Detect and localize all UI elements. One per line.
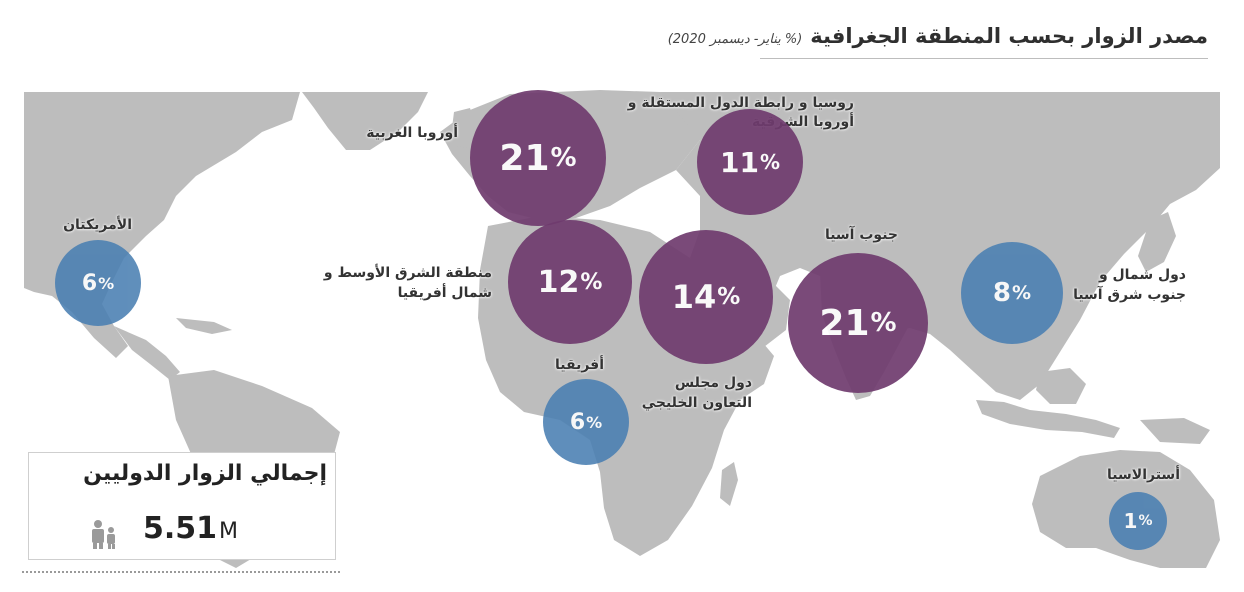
land-caribbean xyxy=(176,318,232,334)
label-gcc-line1: دول مجلس xyxy=(674,375,752,391)
land-greenland xyxy=(302,92,428,150)
bubble-value-mena: 12 xyxy=(537,264,580,300)
bubble-unit-africa: % xyxy=(586,412,603,432)
total-visitors-value: 5.51M xyxy=(143,511,238,546)
chart-subtitle: (% يناير- ديسمبر 2020) xyxy=(667,32,803,47)
land-japan xyxy=(1138,212,1176,272)
label-mena-line2: شمال أفريقيا xyxy=(397,285,492,301)
bubble-unit-south-asia: % xyxy=(870,308,897,338)
land-indonesia xyxy=(976,400,1120,438)
label-gcc-line2: التعاون الخليجي xyxy=(641,395,752,411)
total-box-underline xyxy=(22,566,340,573)
label-south-asia: جنوب آسيا xyxy=(824,227,898,243)
bubble-unit-ne-se-asia: % xyxy=(1012,282,1032,304)
land-uk xyxy=(452,108,476,148)
bubble-mena: 12% xyxy=(508,220,632,344)
total-visitors-number: 5.51 xyxy=(143,511,218,546)
bubble-unit-western-europe: % xyxy=(550,143,577,173)
bubble-value-gcc: 14 xyxy=(671,278,717,316)
bubble-value-australasia: 1 xyxy=(1123,509,1138,533)
bubble-unit-americas: % xyxy=(98,273,115,293)
bubble-russia-cis: 11% xyxy=(697,109,803,215)
land-madagascar xyxy=(720,462,738,506)
label-ne-asia-line1: دول شمال و xyxy=(1098,267,1186,283)
bubble-value-americas: 6 xyxy=(81,270,98,296)
people-icon xyxy=(92,520,115,549)
bubble-value-south-asia: 21 xyxy=(819,302,870,344)
total-visitors-label: إجمالي الزوار الدوليين xyxy=(83,461,327,486)
total-visitors-unit: M xyxy=(219,519,239,544)
bubble-value-russia-cis: 11 xyxy=(719,145,759,179)
title-divider xyxy=(760,58,1208,59)
chart-title: مصدر الزوار بحسب المنطقة الجغرافية xyxy=(810,24,1208,48)
bubble-africa: 6% xyxy=(543,379,629,465)
bubble-americas: 6% xyxy=(55,240,141,326)
bubble-australasia: 1% xyxy=(1109,492,1167,550)
label-western-europe: أوروبا الغربية xyxy=(366,125,458,141)
label-russia-cis-line1: روسيا و رابطة الدول المستقلة و xyxy=(627,95,854,111)
bubble-unit-mena: % xyxy=(580,269,603,295)
bubble-western-europe: 21% xyxy=(470,90,606,226)
land-central-america xyxy=(114,326,180,380)
label-ne-asia-line2: جنوب شرق آسيا xyxy=(1073,287,1186,303)
bubble-south-asia: 21% xyxy=(788,253,928,393)
bubble-unit-gcc: % xyxy=(717,284,741,310)
land-new-guinea xyxy=(1140,418,1210,444)
bubble-unit-australasia: % xyxy=(1138,513,1153,529)
bubble-value-africa: 6 xyxy=(569,409,586,435)
label-mena-line1: منطقة الشرق الأوسط و xyxy=(323,265,492,281)
bubble-value-ne-se-asia: 8 xyxy=(992,278,1012,308)
label-australasia: أسترالاسيا xyxy=(1107,467,1180,483)
label-americas: الأمريكتان xyxy=(63,217,132,233)
bubble-unit-russia-cis: % xyxy=(759,150,780,174)
chart-header: مصدر الزوار بحسب المنطقة الجغرافية (% ين… xyxy=(668,24,1208,48)
total-visitors-card: إجمالي الزوار الدوليين 5.51M xyxy=(28,452,336,560)
bubble-value-western-europe: 21 xyxy=(499,137,550,179)
label-africa: أفريقيا xyxy=(555,357,604,373)
bubble-gcc: 14% xyxy=(639,230,773,364)
land-borneo xyxy=(1036,368,1086,404)
bubble-ne-se-asia: 8% xyxy=(961,242,1063,344)
